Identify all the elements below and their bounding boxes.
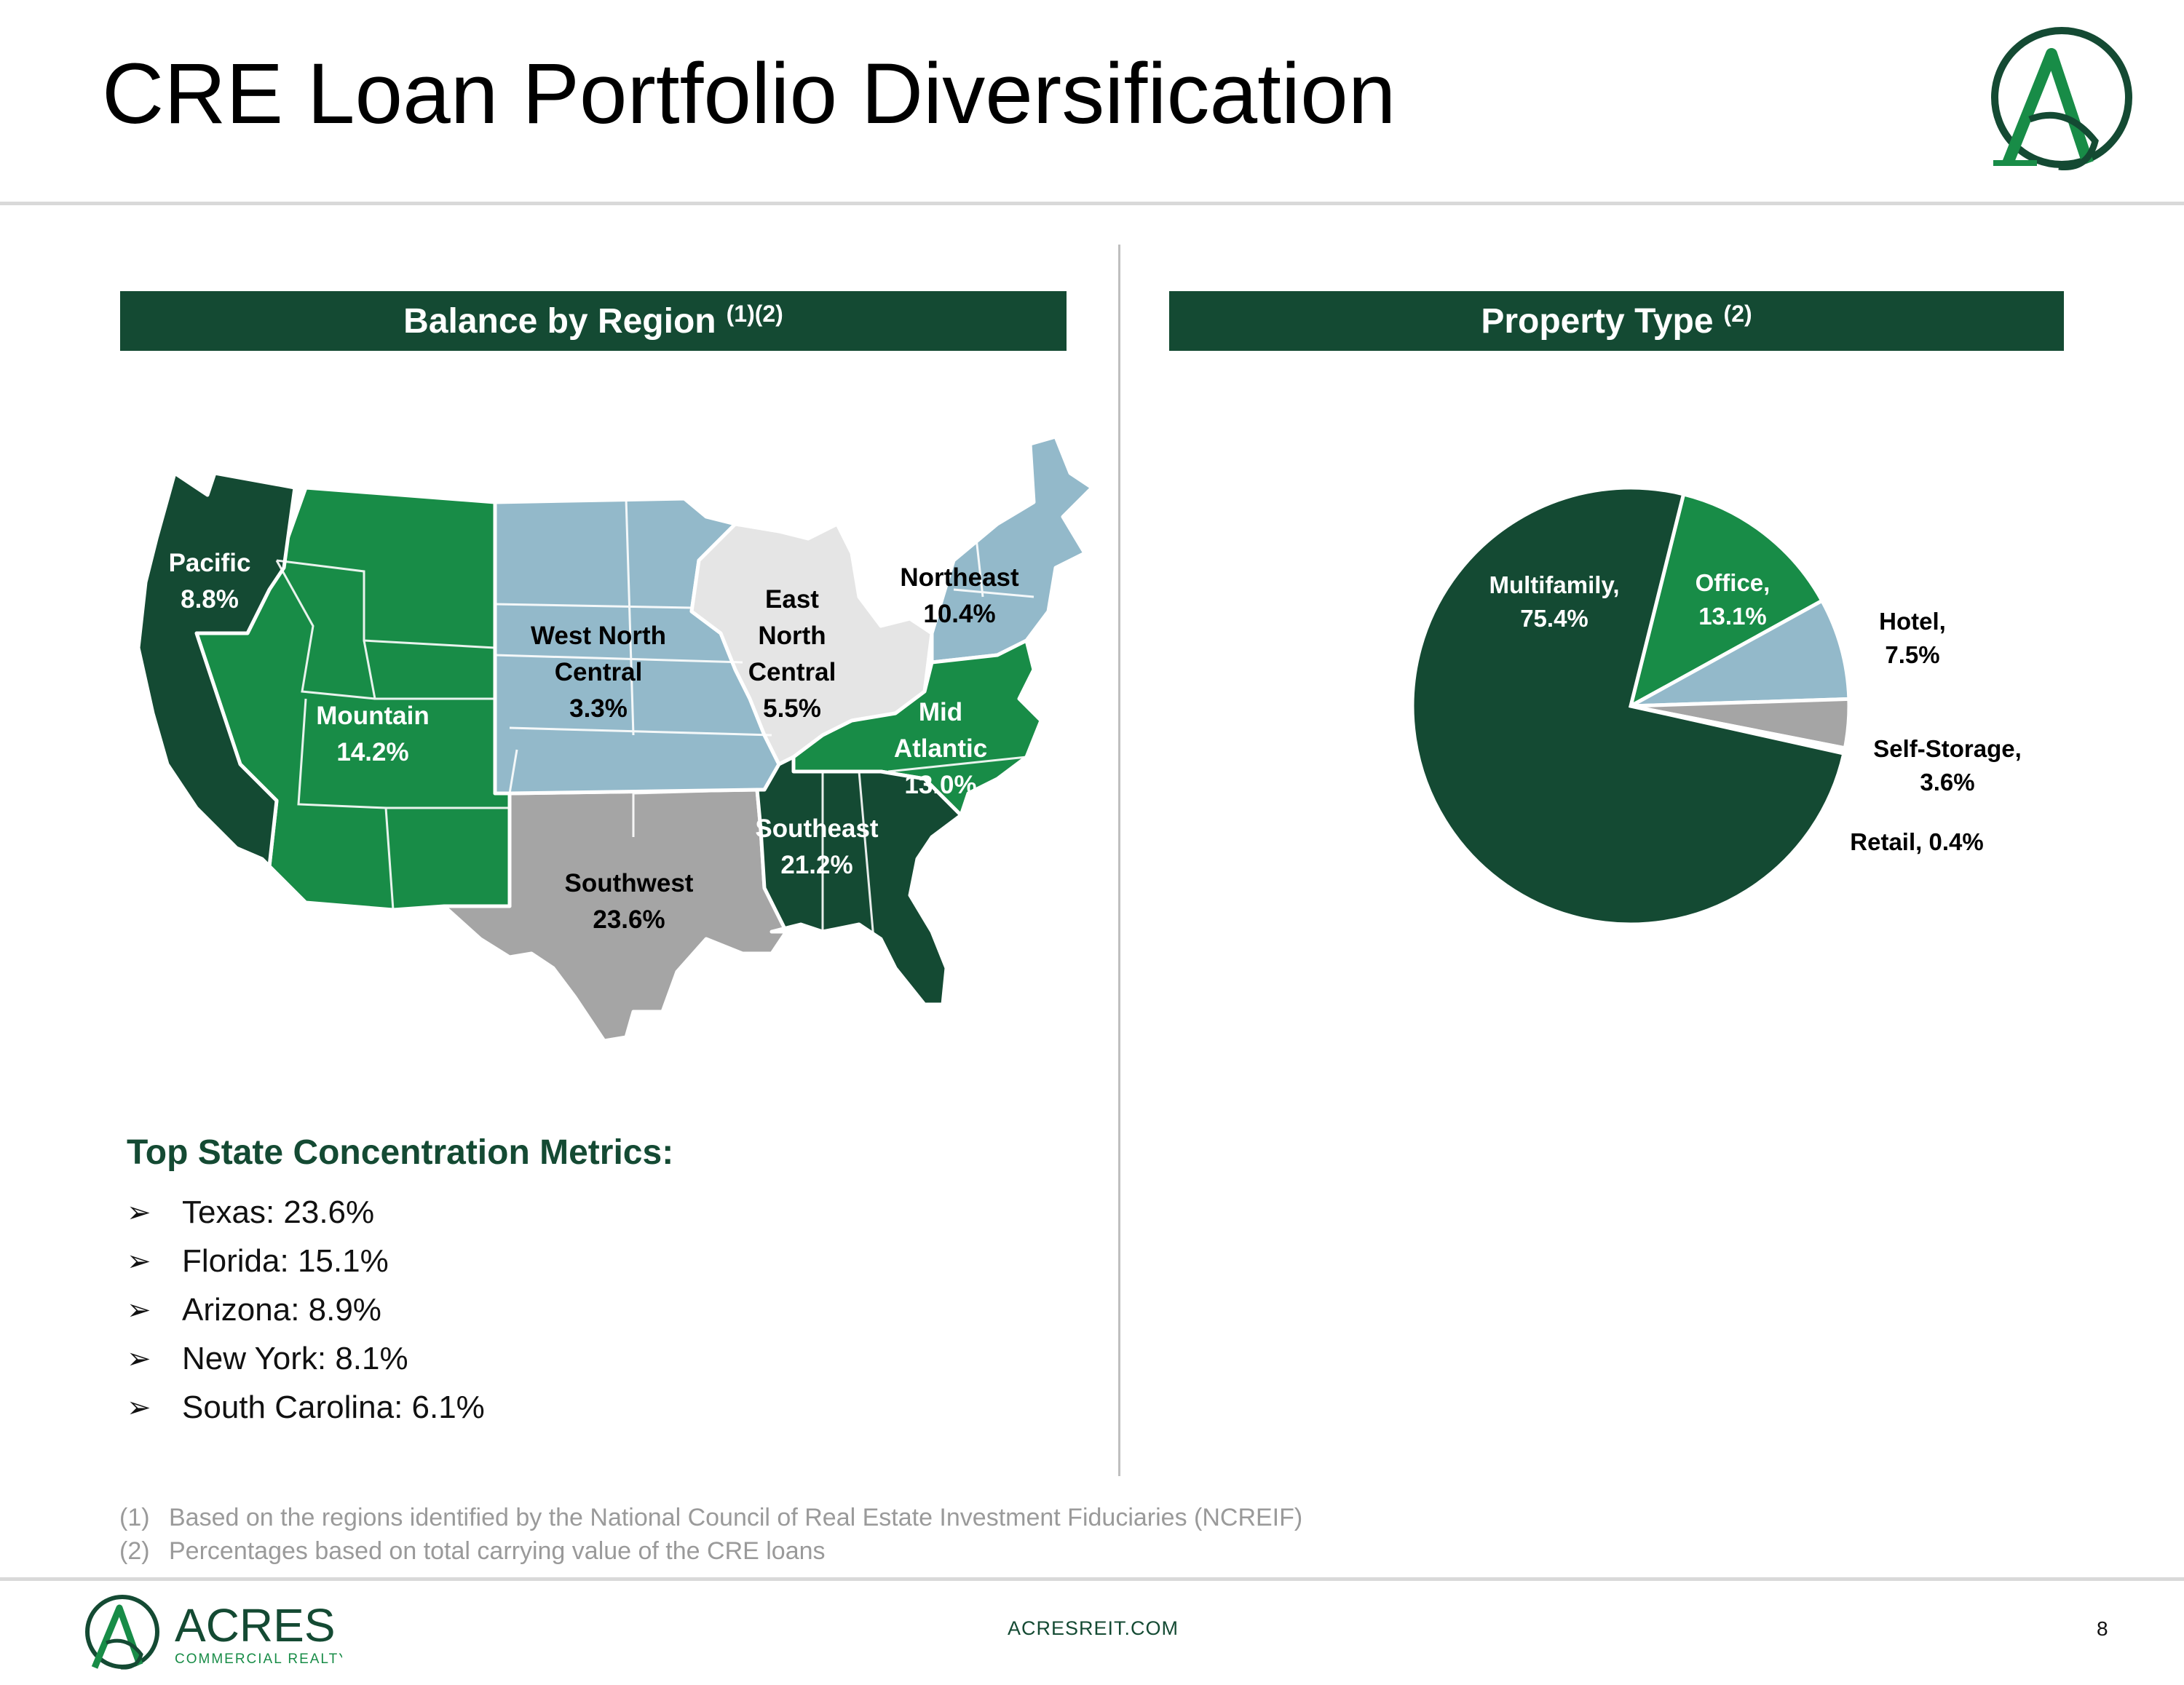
footnote-2: (2) Percentages based on total carrying v…	[119, 1534, 1302, 1568]
pie-label-self-storage: Self-Storage, 3.6%	[1873, 735, 2022, 796]
map-label-northeast: Northeast 10.4%	[900, 563, 1019, 628]
pie-slice-office	[1628, 491, 1825, 710]
pie-label-multifamily: Multifamily, 75.4%	[1489, 571, 1619, 632]
region-panel-title-text: Balance by Region	[403, 301, 716, 341]
metric-text: Arizona: 8.9%	[182, 1291, 381, 1328]
property-panel-title: Property Type (2)	[1169, 291, 2064, 351]
page-number: 8	[2097, 1617, 2108, 1640]
footnote-text: Based on the regions identified by the N…	[169, 1504, 1303, 1531]
region-panel-superscript: (1)(2)	[726, 300, 783, 327]
footnotes: (1) Based on the regions identified by th…	[119, 1501, 1302, 1568]
footnote-number: (2)	[119, 1537, 150, 1565]
list-item: ➢ Arizona: 8.9%	[127, 1285, 485, 1334]
list-item: ➢ Florida: 15.1%	[127, 1237, 485, 1285]
bullet-arrow-icon: ➢	[127, 1196, 151, 1229]
pie-label-retail: Retail, 0.4%	[1850, 828, 1983, 855]
footer-divider	[0, 1577, 2184, 1581]
list-item: ➢ Texas: 23.6%	[127, 1188, 485, 1237]
metric-text: Florida: 15.1%	[182, 1242, 389, 1279]
bullet-arrow-icon: ➢	[127, 1342, 151, 1375]
region-panel-title: Balance by Region (1)(2)	[120, 291, 1067, 351]
bullet-arrow-icon: ➢	[127, 1391, 151, 1424]
footnote-1: (1) Based on the regions identified by th…	[119, 1501, 1302, 1534]
acres-logo-icon	[1991, 27, 2132, 171]
footer-brand-sub: COMMERCIAL REALTY	[175, 1652, 342, 1667]
list-item: ➢ New York: 8.1%	[127, 1334, 485, 1383]
pie-slice-hotel	[1629, 598, 1851, 708]
footnote-number: (1)	[119, 1504, 150, 1531]
bullet-arrow-icon: ➢	[127, 1245, 151, 1277]
metric-text: Texas: 23.6%	[182, 1194, 375, 1230]
map-label-west-north-central: West North Central 3.3%	[531, 622, 666, 723]
map-label-pacific: Pacific 8.8%	[169, 549, 251, 614]
metric-text: South Carolina: 6.1%	[182, 1389, 485, 1425]
metrics-list: ➢ Texas: 23.6% ➢ Florida: 15.1% ➢ Arizona: …	[127, 1188, 485, 1432]
list-item: ➢ South Carolina: 6.1%	[127, 1383, 485, 1432]
metric-text: New York: 8.1%	[182, 1340, 408, 1376]
map-label-southeast: Southeast 21.2%	[755, 814, 879, 879]
map-label-east-north-central: East North Central 5.5%	[748, 585, 836, 723]
map-label-mountain: Mountain 14.2%	[316, 702, 430, 766]
property-type-pie: Multifamily, 75.4% Office, 13.1% Hotel, 7.5% S…	[1410, 485, 2022, 927]
metrics-title: Top State Concentration Metrics:	[127, 1133, 674, 1172]
property-panel-title-text: Property Type	[1481, 301, 1714, 341]
header-divider	[0, 202, 2184, 205]
map-label-southwest: Southwest 23.6%	[565, 869, 694, 934]
bullet-arrow-icon: ➢	[127, 1293, 151, 1326]
region-shape-pacific	[136, 471, 297, 868]
footnote-text: Percentages based on total carrying valu…	[169, 1537, 826, 1565]
region-map: Pacific 8.8% Mountain 14.2% West North Centra…	[136, 435, 1094, 1043]
page-title: CRE Loan Portfolio Diversification	[102, 46, 1396, 142]
panel-divider	[1118, 245, 1120, 1476]
property-panel-superscript: (2)	[1723, 300, 1752, 327]
pie-label-hotel: Hotel, 7.5%	[1879, 608, 1946, 668]
map-label-mid-atlantic: Mid Atlantic 13.0%	[894, 698, 987, 799]
pie-slice-multifamily	[1410, 485, 1846, 927]
pie-label-office: Office, 13.1%	[1696, 569, 1770, 630]
footer-url[interactable]: ACRESREIT.COM	[1008, 1617, 1179, 1639]
acres-footer-logo: ACRES COMMERCIAL REALTY	[85, 1595, 342, 1670]
footer-brand: ACRES	[175, 1599, 336, 1652]
region-shape-northeast	[930, 435, 1094, 665]
